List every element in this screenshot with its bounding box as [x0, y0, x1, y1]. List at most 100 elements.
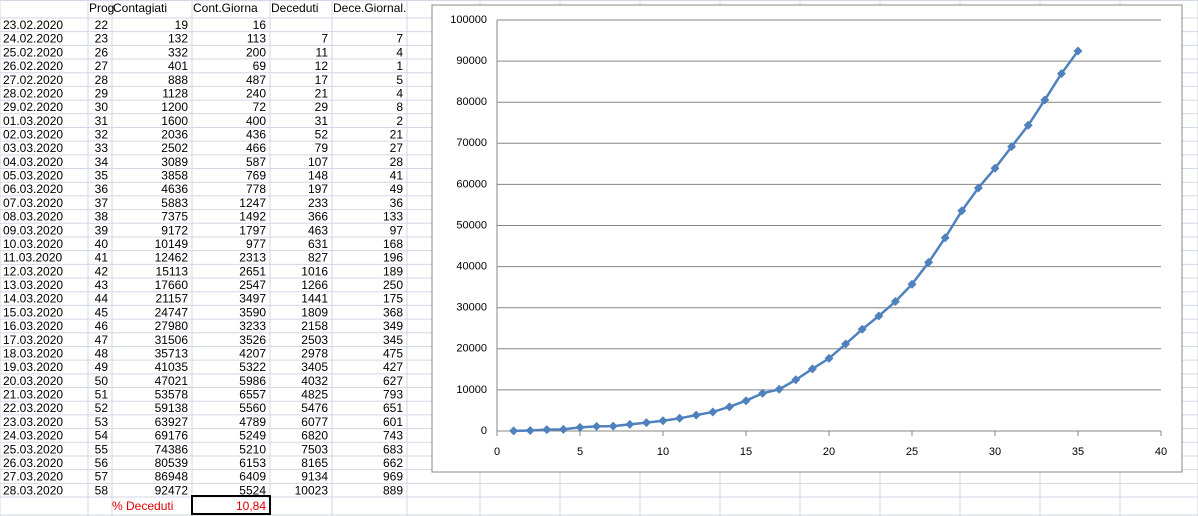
- number-cell: 28: [390, 155, 404, 169]
- number-cell: 9134: [301, 470, 328, 484]
- marker: [824, 353, 834, 363]
- marker: [1073, 46, 1083, 56]
- number-cell: 133: [383, 210, 403, 224]
- x-tick-label: 10: [657, 446, 669, 458]
- number-cell: 37: [95, 196, 109, 210]
- number-cell: 1016: [301, 264, 328, 278]
- number-cell: 466: [246, 141, 266, 155]
- marker: [741, 396, 751, 406]
- number-cell: 5: [396, 73, 403, 87]
- number-cell: 475: [383, 346, 403, 360]
- number-cell: 92472: [155, 483, 189, 497]
- footer-value[interactable]: 10,84: [236, 499, 266, 513]
- number-cell: 36: [390, 196, 404, 210]
- date-cell: 18.03.2020: [3, 346, 63, 360]
- number-cell: 401: [168, 59, 188, 73]
- number-cell: 651: [383, 401, 403, 415]
- number-cell: 43: [95, 278, 109, 292]
- date-cell: 23.03.2020: [3, 415, 63, 429]
- marker: [658, 416, 668, 426]
- marker: [940, 233, 950, 243]
- number-cell: 53578: [155, 388, 189, 402]
- number-cell: 69176: [155, 429, 189, 443]
- number-cell: 4032: [301, 374, 328, 388]
- number-cell: 54: [95, 429, 109, 443]
- number-cell: 4207: [239, 346, 266, 360]
- number-cell: 969: [383, 470, 403, 484]
- number-cell: 7375: [161, 210, 188, 224]
- number-cell: 36: [95, 182, 109, 196]
- number-cell: 55: [95, 442, 109, 456]
- number-cell: 1809: [301, 305, 328, 319]
- number-cell: 56: [95, 456, 109, 470]
- marker: [1007, 142, 1017, 152]
- marker: [791, 375, 801, 385]
- number-cell: 436: [246, 128, 266, 142]
- number-cell: 57: [95, 470, 109, 484]
- number-cell: 1200: [161, 100, 188, 114]
- date-cell: 19.03.2020: [3, 360, 63, 374]
- number-cell: 2502: [161, 141, 188, 155]
- date-cell: 13.03.2020: [3, 278, 63, 292]
- marker: [641, 418, 651, 428]
- marker: [592, 421, 602, 431]
- number-cell: 8165: [301, 456, 328, 470]
- y-tick-label: 60000: [456, 178, 487, 190]
- number-cell: 59138: [155, 401, 189, 415]
- number-cell: 5210: [239, 442, 266, 456]
- number-cell: 1441: [301, 292, 328, 306]
- marker: [509, 426, 519, 436]
- number-cell: 345: [383, 333, 403, 347]
- number-cell: 27: [95, 59, 109, 73]
- marker: [1023, 120, 1033, 130]
- number-cell: 2503: [301, 333, 328, 347]
- date-cell: 12.03.2020: [3, 264, 63, 278]
- number-cell: 44: [95, 292, 109, 306]
- number-cell: 69: [253, 59, 267, 73]
- chart: 0 10000 20000 30000 40000 50000 60000 70000 8000…: [450, 14, 1167, 458]
- x-tick-label: 5: [577, 446, 583, 458]
- marker: [558, 424, 568, 434]
- marker: [890, 297, 900, 307]
- footer-label: % Deceduti: [112, 499, 173, 513]
- selected-cell[interactable]: [191, 495, 271, 515]
- date-cell: 28.03.2020: [3, 483, 63, 497]
- number-cell: 7: [396, 32, 403, 46]
- number-cell: 79: [315, 141, 329, 155]
- number-cell: 2158: [301, 319, 328, 333]
- number-cell: 63927: [155, 415, 189, 429]
- number-cell: 3590: [239, 305, 266, 319]
- number-cell: 52: [95, 401, 109, 415]
- number-cell: 38: [95, 210, 109, 224]
- marker: [575, 422, 585, 432]
- number-cell: 2978: [301, 346, 328, 360]
- number-cell: 2547: [239, 278, 266, 292]
- date-cell: 15.03.2020: [3, 305, 63, 319]
- date-cell: 07.03.2020: [3, 196, 63, 210]
- number-cell: 1797: [239, 223, 266, 237]
- marker: [841, 339, 851, 349]
- number-cell: 48: [95, 346, 109, 360]
- number-cell: 240: [246, 86, 266, 100]
- number-cell: 21: [390, 128, 404, 142]
- number-cell: 2: [396, 114, 403, 128]
- number-cell: 32: [95, 128, 109, 142]
- x-tick-label: 0: [494, 446, 500, 458]
- marker: [774, 384, 784, 394]
- number-cell: 11: [316, 45, 329, 59]
- marker: [924, 257, 934, 267]
- column-header: Contagiati: [113, 1, 167, 15]
- number-cell: 23: [95, 32, 109, 46]
- number-cell: 8: [396, 100, 403, 114]
- number-cell: 47: [95, 333, 109, 347]
- number-cell: 5986: [239, 374, 266, 388]
- date-cell: 29.02.2020: [3, 100, 63, 114]
- number-cell: 4: [396, 45, 403, 59]
- date-cell: 05.03.2020: [3, 169, 63, 183]
- number-cell: 627: [383, 374, 403, 388]
- marker: [990, 163, 1000, 173]
- y-tick-label: 10000: [456, 384, 487, 396]
- number-cell: 86948: [155, 470, 189, 484]
